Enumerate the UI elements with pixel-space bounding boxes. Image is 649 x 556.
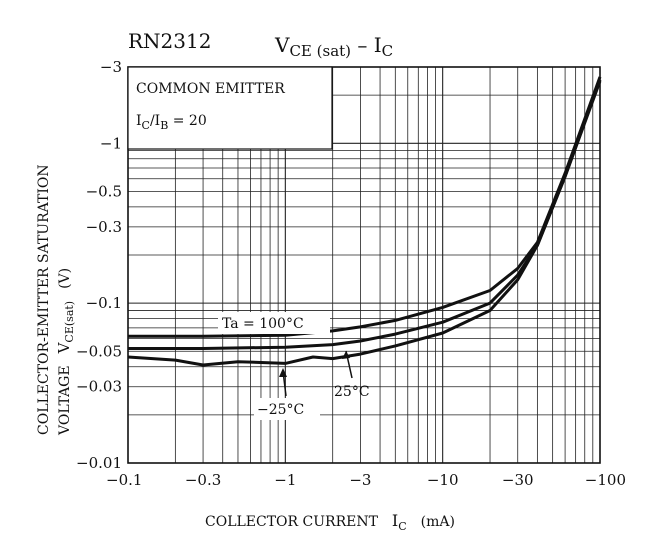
- chart-title: VCE (sat) – IC: [274, 33, 393, 60]
- y-tick-label: −1: [100, 134, 122, 152]
- annotation-ta-100: Ta = 100°C: [222, 316, 304, 332]
- x-tick-label: −0.1: [106, 471, 142, 489]
- title-symbol-2: I: [374, 33, 382, 57]
- annotation-bg-100: [218, 312, 330, 334]
- y-tick-label: −0.05: [76, 342, 122, 360]
- legend-box: [127, 66, 333, 150]
- x-tick-label: −100: [585, 471, 626, 489]
- part-number: RN2312: [128, 29, 211, 53]
- title-symbol: V: [274, 33, 290, 57]
- y-tick-label: −0.03: [76, 378, 122, 396]
- plot-frame: [127, 66, 601, 464]
- annotation-m25: −25°C: [257, 402, 304, 418]
- y-tick-label: −0.1: [86, 294, 122, 312]
- series-group: [127, 76, 602, 367]
- title-subscript-2: C: [382, 42, 393, 60]
- title-sep: –: [351, 33, 374, 57]
- y-tick-label: −0.01: [76, 454, 122, 472]
- y-axis-label-line-1: COLLECTOR-EMITTER SATURATION: [36, 164, 52, 435]
- x-tick-label: −1: [274, 471, 296, 489]
- series-line-2: [127, 80, 602, 367]
- x-tick-label: −30: [502, 471, 534, 489]
- x-tick-label: −10: [427, 471, 459, 489]
- x-tick-labels: −0.1 −0.3 −1 −3 −10 −30 −100: [106, 471, 626, 489]
- x-tick-label: −0.3: [185, 471, 221, 489]
- y-tick-label: −0.5: [86, 182, 122, 200]
- annotation-25: 25°C: [334, 384, 370, 400]
- y-tick-label: −3: [100, 58, 122, 76]
- annotation-arrowhead-m25: [279, 368, 287, 377]
- annotation-arrowhead-25: [342, 351, 350, 359]
- title-subscript: CE (sat): [289, 42, 351, 60]
- y-tick-label: −0.3: [86, 218, 122, 236]
- legend-line-2: IC/IB = 20: [136, 113, 207, 132]
- y-axis-label-line-2: VOLTAGEVCE(sat)(V): [55, 268, 76, 436]
- legend-line-1: COMMON EMITTER: [136, 81, 285, 97]
- y-tick-labels: −0.01 −0.03 −0.05 −0.1 −0.3 −0.5 −1 −3: [76, 58, 122, 472]
- x-axis-label: COLLECTOR CURRENT IC (mA): [205, 511, 455, 533]
- annotation-bg-m25: [254, 398, 320, 420]
- x-tick-label: −3: [349, 471, 371, 489]
